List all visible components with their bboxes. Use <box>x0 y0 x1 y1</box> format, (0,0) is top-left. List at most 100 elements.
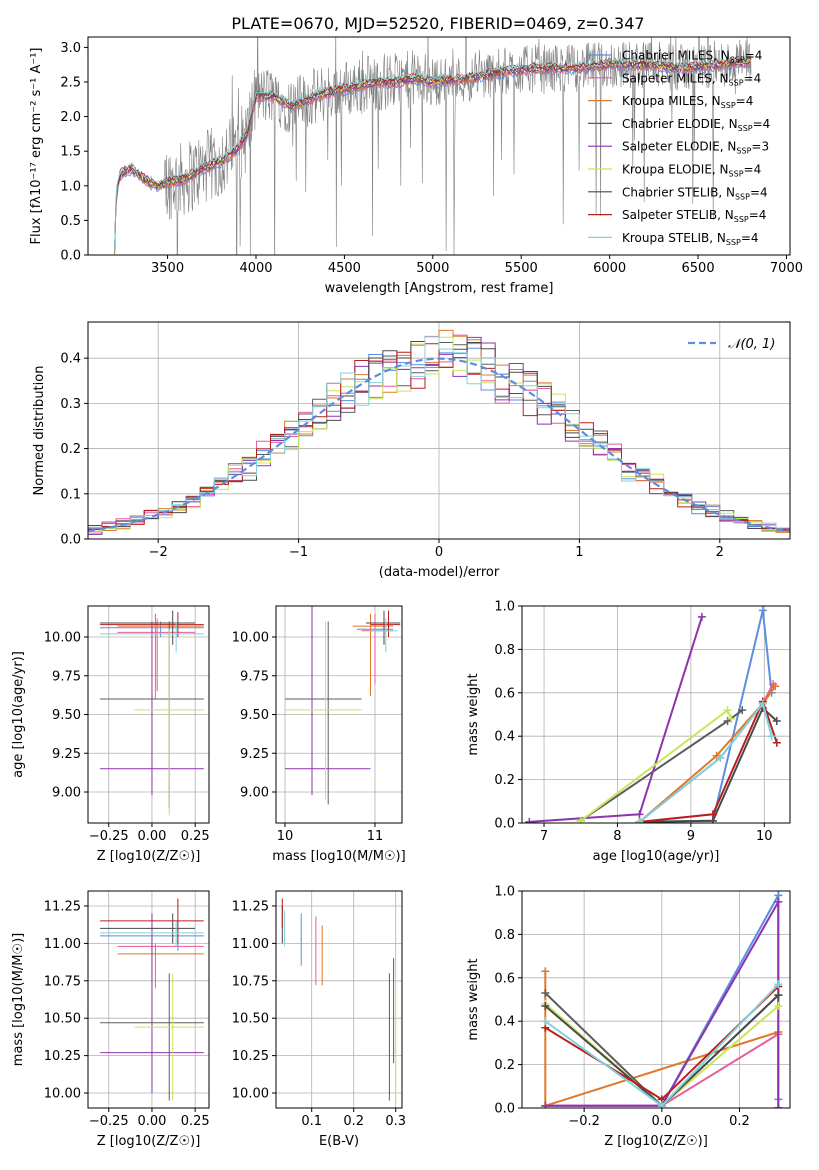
axes-age-vs-mass: 10 11 9.00 9.25 9.50 9.75 10.00 mass [log10(M/M… <box>232 605 406 864</box>
y-tick-label: 3.0 <box>60 41 81 56</box>
y-tick-label: 0.0 <box>60 249 81 264</box>
series-kroupa-stelib <box>541 980 783 1108</box>
x-tick-label: 7 <box>540 829 548 844</box>
axes-spectrum: 3500 4000 4500 5000 5500 6000 6500 7000 0.0 0.5 1.… <box>29 36 803 296</box>
y-tick-label: 0.1 <box>60 487 81 502</box>
x-tick-label: 4500 <box>328 261 361 276</box>
data-point <box>772 717 781 726</box>
series-line <box>639 706 778 823</box>
x-axis-label: Z [log10(Z/Z☉)] <box>604 1134 708 1149</box>
x-axis-label: Z [log10(Z/Z☉)] <box>97 1134 201 1149</box>
y-tick-label: 9.00 <box>240 786 269 801</box>
data-point <box>541 1017 550 1026</box>
axes-frame <box>87 890 210 1109</box>
errorbar-salpeter-elodie <box>285 606 371 796</box>
data-point <box>774 980 783 989</box>
y-tick-label: 9.00 <box>52 786 81 801</box>
y-tick-label: 10.50 <box>44 1012 81 1027</box>
data-point <box>541 1101 550 1108</box>
axes-age-vs-Z: −0.25 0.00 0.25 9.00 9.25 9.50 9.75 10.00 Z [log… <box>11 605 210 864</box>
axes-frame <box>87 36 791 256</box>
y-tick-label: 9.50 <box>240 708 269 723</box>
axes-frame <box>521 890 791 1109</box>
errorbar-chabrier-elodie <box>285 621 362 805</box>
y-tick-label: 10.00 <box>232 1087 269 1102</box>
x-tick-label: 9 <box>687 829 695 844</box>
y-tick-label: 1.0 <box>494 600 515 615</box>
y-tick-label: 0.3 <box>60 397 81 412</box>
errorbar-chabrier-stelib <box>366 610 401 645</box>
x-tick-label: 6000 <box>593 261 626 276</box>
x-tick-label: 0.25 <box>181 829 210 844</box>
y-tick-label: 10.75 <box>44 974 81 989</box>
x-tick-label: 5500 <box>505 261 538 276</box>
axes-weight-vs-Z: −0.2 0.0 0.2 0.0 0.2 0.4 0.6 0.8 1.0 Z [log10(Z/Z… <box>466 885 791 1149</box>
x-axis-label: (data-model)/error <box>379 565 500 580</box>
y-tick-label: 10.00 <box>44 1087 81 1102</box>
x-tick-label: −0.25 <box>89 829 129 844</box>
y-tick-label: 9.75 <box>240 669 269 684</box>
x-axis-label: age [log10(age/yr)] <box>593 849 720 864</box>
errorbar-kroupa-elodie <box>285 621 362 800</box>
y-tick-label: 9.25 <box>52 747 81 762</box>
x-axis-label: E(B-V) <box>319 1134 359 1149</box>
errorbar-chabrier-stelib <box>100 913 196 944</box>
y-tick-label: 0.6 <box>494 686 515 701</box>
legend-entry-chabrier-stelib-nssp-4: Chabrier STELIB, NSSP=4 <box>622 185 768 201</box>
series-line <box>638 685 777 823</box>
y-axis-label: age [log10(age/yr)] <box>11 651 26 778</box>
x-axis-label: Z [log10(Z/Z☉)] <box>97 849 201 864</box>
spectrum-legend: Chabrier MILES, NSSP=4 Salpeter MILES, NS… <box>588 49 770 247</box>
errorbar-kroupa-stelib <box>100 920 204 947</box>
legend-entry-kroupa-stelib-nssp-4: Kroupa STELIB, NSSP=4 <box>622 231 759 247</box>
data-point <box>727 714 736 723</box>
y-tick-label: 10.00 <box>44 631 81 646</box>
series-line <box>639 698 778 823</box>
x-tick-label: 0.00 <box>137 1114 166 1129</box>
y-tick-label: 9.50 <box>52 708 81 723</box>
y-tick-label: 1.0 <box>60 179 81 194</box>
x-tick-label: −2 <box>149 545 168 560</box>
data-point <box>635 810 644 819</box>
y-tick-label: 11.00 <box>44 937 81 952</box>
errorbar-kroupa-stelib <box>100 621 204 653</box>
x-tick-label: 0.1 <box>301 1114 322 1129</box>
x-tick-label: −0.25 <box>89 1114 129 1129</box>
axes-weight-vs-age: 7 8 9 10 0.0 0.2 0.4 0.6 0.8 1.0 age [log10(age/yr… <box>466 600 791 864</box>
y-axis-label: Normed distribution <box>32 366 47 496</box>
series-kroupa-elodie <box>576 706 736 823</box>
x-axis-label: mass [log10(M/M☉)] <box>272 849 405 864</box>
legend-entry-kroupa-miles-nssp-4: Kroupa MILES, NSSP=4 <box>622 94 753 110</box>
normal-curve <box>88 357 790 533</box>
errorbar-kroupa-elodie <box>134 973 204 1101</box>
y-tick-label: 0.8 <box>494 643 515 658</box>
y-tick-label: 0.2 <box>494 773 515 788</box>
x-tick-label: 10 <box>756 829 773 844</box>
axes-frame <box>521 605 791 824</box>
x-tick-label: 11 <box>367 829 384 844</box>
x-tick-label: 3500 <box>151 261 184 276</box>
plot-area-weight-vs-age <box>525 606 781 823</box>
y-tick-label: 2.0 <box>60 110 81 125</box>
y-tick-label: 0.0 <box>494 817 515 832</box>
data-point <box>657 1101 666 1108</box>
series-kroupa-stelib <box>635 699 776 823</box>
data-point <box>723 706 732 715</box>
y-axis-label: Flux [fλ10⁻¹⁷ erg cm⁻² s⁻¹ A⁻¹] <box>29 48 44 245</box>
y-tick-label: 0.4 <box>60 352 81 367</box>
plot-area-mass-vs-EBV <box>281 898 397 1101</box>
y-tick-label: 0.6 <box>494 971 515 986</box>
errorbar-kroupa-miles <box>117 943 204 989</box>
y-tick-label: 1.5 <box>60 145 81 160</box>
errorbar-kroupa-elodie <box>134 629 204 816</box>
plot-area-residuals <box>88 329 790 535</box>
data-point <box>758 606 767 615</box>
errorbar-salpeter-stelib <box>100 612 204 637</box>
legend-entry-chabrier-elodie-nssp-4: Chabrier ELODIE, NSSP=4 <box>622 117 770 133</box>
model-spectrum-chabrier-stelib <box>114 57 752 252</box>
data-point <box>541 1002 550 1011</box>
y-tick-label: 11.25 <box>44 899 81 914</box>
y-tick-label: 10.00 <box>232 631 269 646</box>
axes-frame <box>275 890 403 1109</box>
legend-entry-salpeter-stelib-nssp-4: Salpeter STELIB, NSSP=4 <box>622 208 766 224</box>
